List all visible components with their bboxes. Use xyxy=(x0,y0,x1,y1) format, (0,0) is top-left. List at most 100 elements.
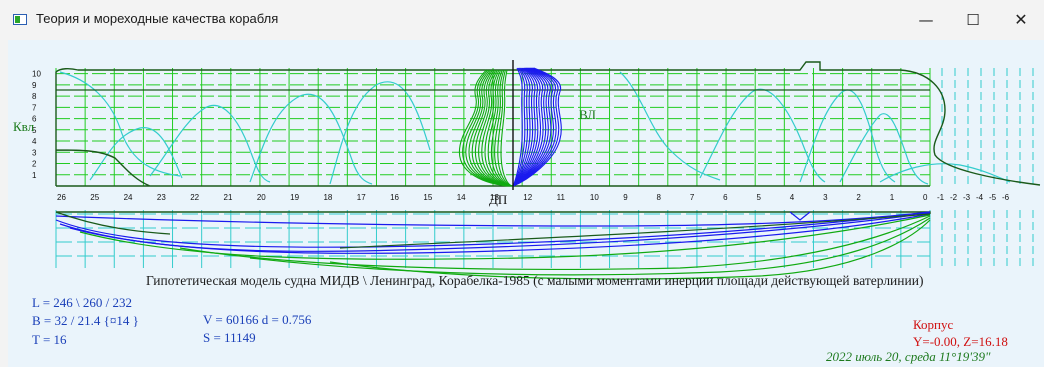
z-tick-labels: 1 2 3 4 5 6 7 8 9 10 xyxy=(32,70,41,180)
station-label: 21 xyxy=(224,193,233,202)
waterline-plan-curve xyxy=(79,214,931,260)
station-label: 16 xyxy=(390,193,399,202)
station-label: 3 xyxy=(823,193,828,202)
z-tick: 4 xyxy=(32,137,37,146)
bow-section xyxy=(512,67,557,187)
bow-section xyxy=(512,67,542,187)
waterline-curve xyxy=(699,88,826,183)
station-label: 9 xyxy=(623,193,628,202)
z-tick: 6 xyxy=(32,115,37,124)
z-tick: 5 xyxy=(32,126,37,135)
stern-section xyxy=(474,69,514,187)
volume-value: V = 60166 d = 0.756 xyxy=(203,312,312,327)
profile-grid xyxy=(55,68,1034,186)
stern-section xyxy=(500,69,514,187)
z-tick: 3 xyxy=(32,148,37,157)
close-button[interactable]: ✕ xyxy=(1014,10,1028,29)
station-label: 13 xyxy=(490,193,499,202)
waterline-curve xyxy=(799,89,896,183)
station-label: -2 xyxy=(950,193,958,202)
stern-section xyxy=(490,69,514,187)
stern-section xyxy=(481,69,514,187)
window-title: Теория и мореходные качества корабля xyxy=(36,11,279,26)
z-tick: 9 xyxy=(32,81,37,90)
station-label: 20 xyxy=(257,193,266,202)
bow-section xyxy=(512,67,547,187)
station-label: 0 xyxy=(923,193,928,202)
station-label: 5 xyxy=(756,193,761,202)
waterline-plan-curve xyxy=(55,211,171,235)
station-label: -6 xyxy=(1002,193,1010,202)
stern-section xyxy=(468,69,514,187)
half-breadth-plan xyxy=(55,211,931,280)
bow-section xyxy=(512,67,536,187)
stern-section xyxy=(465,69,514,187)
station-label: 2 xyxy=(856,193,861,202)
cursor-coords: Y=-0.00, Z=16.18 xyxy=(913,334,1008,349)
station-label: 22 xyxy=(190,193,199,202)
bow-section xyxy=(512,67,539,187)
surface-value: S = 11149 xyxy=(203,330,256,345)
bow-section xyxy=(512,67,526,187)
maximize-button[interactable]: ☐ xyxy=(966,11,980,29)
station-label: 18 xyxy=(323,193,332,202)
bow-section xyxy=(512,67,544,187)
body-plan xyxy=(458,60,562,190)
station-label: 1 xyxy=(890,193,895,202)
app-icon xyxy=(13,14,27,25)
left-axis-label: Квл xyxy=(13,119,35,134)
bow-section xyxy=(512,67,555,187)
minimize-button[interactable]: — xyxy=(918,11,934,29)
station-label: -5 xyxy=(989,193,997,202)
waterline-curve xyxy=(89,127,183,181)
stern-section xyxy=(497,69,514,187)
station-label: 12 xyxy=(523,193,532,202)
bow-section xyxy=(512,67,523,187)
beam-value: B = 32 / 21.4 {¤14 } xyxy=(32,313,139,328)
station-label: 26 xyxy=(57,193,66,202)
station-label: 19 xyxy=(290,193,299,202)
station-labels: 26 25 24 23 22 21 20 19 18 17 16 15 14 13 12 11 10 9 8 7 6 5 4… xyxy=(57,193,1010,202)
z-tick: 10 xyxy=(32,70,41,79)
bow-section xyxy=(512,67,531,187)
station-label: 6 xyxy=(723,193,728,202)
waterline-curve xyxy=(329,81,431,185)
mode-label: Корпус xyxy=(913,317,954,332)
plan-grid xyxy=(55,210,1034,268)
bow-section xyxy=(512,67,552,187)
station-label: -1 xyxy=(937,193,945,202)
station-label: 24 xyxy=(124,193,133,202)
length-value: L = 246 \ 260 / 232 xyxy=(32,295,133,310)
station-label: 8 xyxy=(657,193,662,202)
centerline-label: ДП xyxy=(489,192,507,207)
model-caption: Гипотетическая модель судна МИДВ \ Ленин… xyxy=(146,273,924,288)
waterline-plan-curve xyxy=(55,211,931,248)
station-label: 10 xyxy=(590,193,599,202)
waterline-plan-curve xyxy=(249,217,931,276)
waterline-plan-curve xyxy=(69,213,931,254)
waterline-label: ВЛ xyxy=(579,107,596,122)
bow-section xyxy=(512,67,562,187)
stern-section xyxy=(484,69,514,187)
waterline-plan-curve xyxy=(329,219,931,280)
station-label: 15 xyxy=(423,193,432,202)
title-bar[interactable]: Теория и мореходные качества корабля — ☐… xyxy=(0,0,1044,40)
draft-value: T = 16 xyxy=(32,332,67,347)
bow-section xyxy=(512,67,529,187)
plan-notch xyxy=(789,211,811,221)
z-tick: 1 xyxy=(32,171,37,180)
waterline-curves xyxy=(59,71,1011,185)
waterline-plan-curve xyxy=(55,211,931,227)
stern-section xyxy=(494,69,514,187)
drawing-area[interactable]: 1 2 3 4 5 6 7 8 9 10 26 25 24 23 22 21 20 19 18 17 16 15 14 13… xyxy=(8,40,1044,367)
station-label: 4 xyxy=(790,193,795,202)
station-label: 17 xyxy=(357,193,366,202)
stern-section xyxy=(458,69,514,187)
station-label: -3 xyxy=(963,193,971,202)
stern-section xyxy=(471,69,514,187)
waterline-curve xyxy=(249,93,373,185)
station-label: 11 xyxy=(557,193,566,202)
stern-section xyxy=(487,69,514,187)
